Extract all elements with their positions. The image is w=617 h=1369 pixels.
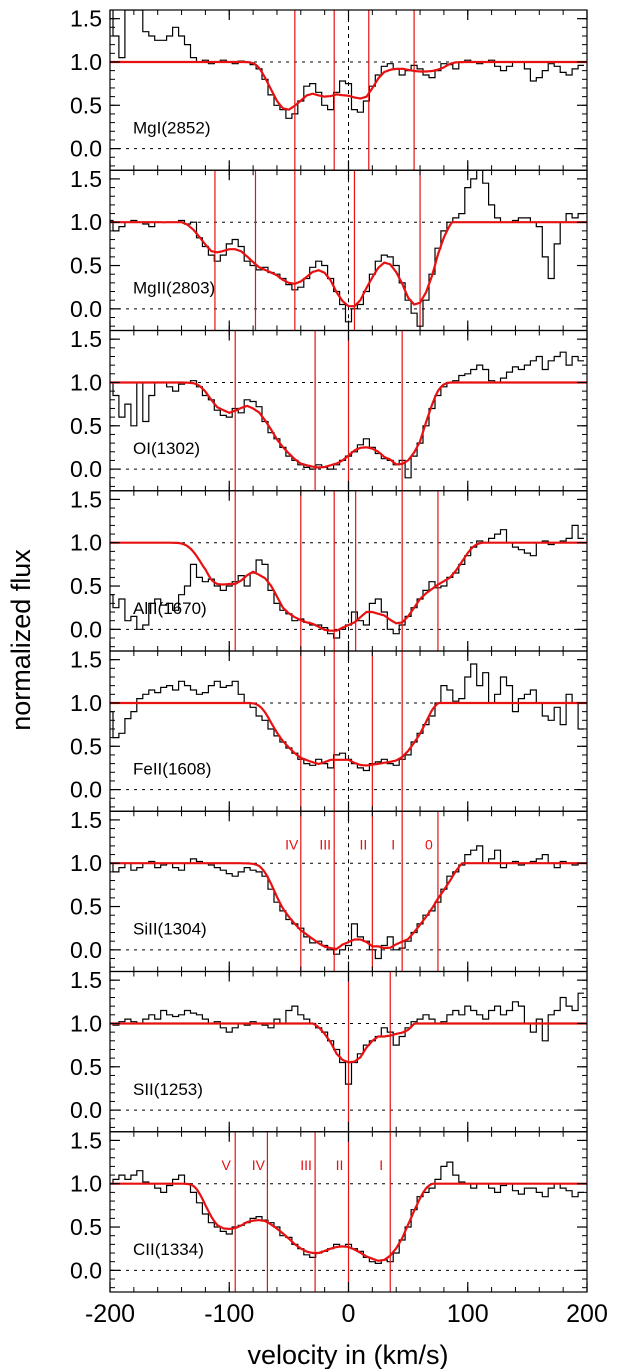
y-tick-label: 0.0 xyxy=(70,296,102,322)
data-histogram xyxy=(110,170,584,327)
data-histogram xyxy=(110,524,584,639)
panel-species-label: AlII(1670) xyxy=(133,599,207,618)
y-tick-label: 1.5 xyxy=(70,1127,102,1153)
component-label: IV xyxy=(252,1157,266,1173)
y-tick-label: 0.0 xyxy=(70,1257,102,1283)
panel-species-label: CII(1334) xyxy=(133,1240,204,1259)
model-fit-curve xyxy=(110,541,587,632)
panel-4: 0.0 0.5 1.0 1.5 AlII(1670) xyxy=(70,486,588,652)
y-tick-label: 0.5 xyxy=(70,894,102,920)
y-tick-label: 0.0 xyxy=(70,1097,102,1123)
y-tick-label: 0.0 xyxy=(70,937,102,963)
model-fit-curve xyxy=(110,862,587,951)
component-label: II xyxy=(359,836,367,852)
component-label: 0 xyxy=(425,836,433,852)
component-label: II xyxy=(336,1157,344,1173)
y-tick-label: 1.0 xyxy=(70,850,102,876)
data-histogram xyxy=(110,10,584,119)
component-label: III xyxy=(300,1157,312,1173)
y-tick-label: 1.0 xyxy=(70,209,102,235)
y-tick-label: 1.0 xyxy=(70,49,102,75)
y-tick-label: 1.5 xyxy=(70,166,102,192)
y-tick-label: 0.5 xyxy=(70,1214,102,1240)
y-tick-label: 1.5 xyxy=(70,326,102,352)
panel-species-label: SiII(1304) xyxy=(133,920,207,939)
panel-species-label: MgI(2852) xyxy=(133,118,210,137)
data-histogram xyxy=(110,992,584,1085)
y-tick-label: 1.5 xyxy=(70,6,102,32)
panel-species-label: MgII(2803) xyxy=(133,279,215,298)
y-tick-label: 0.5 xyxy=(70,92,102,118)
component-label: III xyxy=(319,836,331,852)
model-fit-curve xyxy=(110,221,587,308)
panel-3: 0.0 0.5 1.0 1.5 OI(1302) xyxy=(70,326,588,492)
y-tick-label: 1.5 xyxy=(70,486,102,512)
y-tick-label: 1.0 xyxy=(70,530,102,556)
panel-species-label: OI(1302) xyxy=(133,439,200,458)
y-tick-label: 0.5 xyxy=(70,573,102,599)
x-axis-label: velocity in (km/s) xyxy=(247,1340,448,1369)
x-tick-label: -100 xyxy=(204,1300,254,1328)
y-axis-label: normalized flux xyxy=(6,549,36,731)
model-fit-curve xyxy=(110,60,587,111)
y-tick-label: 0.5 xyxy=(70,1054,102,1080)
y-tick-label: 1.0 xyxy=(70,1171,102,1197)
y-tick-label: 1.5 xyxy=(70,807,102,833)
y-tick-label: 0.0 xyxy=(70,136,102,162)
x-tick-label: 0 xyxy=(342,1300,356,1328)
y-tick-label: 1.0 xyxy=(70,690,102,716)
x-tick-label: -200 xyxy=(85,1300,135,1328)
model-fit-curve xyxy=(110,701,587,767)
y-tick-label: 1.0 xyxy=(70,1010,102,1036)
x-tick-label: 200 xyxy=(566,1300,608,1328)
panel-species-label: FeII(1608) xyxy=(133,759,211,778)
component-label: I xyxy=(379,1157,383,1173)
y-tick-label: 0.5 xyxy=(70,253,102,279)
component-label: IV xyxy=(285,836,299,852)
y-tick-label: 1.5 xyxy=(70,647,102,673)
panel-5: 0.0 0.5 1.0 1.5 FeII(1608) xyxy=(70,647,588,812)
y-tick-label: 0.0 xyxy=(70,777,102,803)
panel-7: 0.0 0.5 1.0 1.5 SII(1253) xyxy=(70,967,588,1133)
y-tick-label: 0.0 xyxy=(70,616,102,642)
y-tick-label: 0.5 xyxy=(70,733,102,759)
panel-1: 0.0 0.5 1.0 1.5 MgI(2852) xyxy=(70,6,588,171)
panel-2: 0.0 0.5 1.0 1.5 MgII(2803) xyxy=(70,166,588,332)
y-tick-label: 1.5 xyxy=(70,967,102,993)
component-label: V xyxy=(222,1157,232,1173)
component-label: I xyxy=(391,836,395,852)
y-tick-label: 0.5 xyxy=(70,413,102,439)
y-tick-label: 1.0 xyxy=(70,369,102,395)
y-tick-label: 0.0 xyxy=(70,456,102,482)
x-tick-label: 100 xyxy=(447,1300,489,1328)
panel-species-label: SII(1253) xyxy=(133,1080,203,1099)
data-histogram xyxy=(110,663,584,772)
